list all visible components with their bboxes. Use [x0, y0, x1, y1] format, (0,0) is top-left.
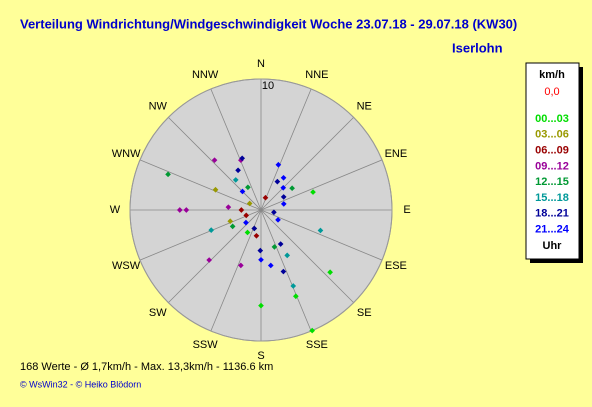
wind-point — [284, 252, 291, 259]
wind-point — [271, 209, 277, 216]
wind-point — [277, 241, 284, 247]
wind-point — [310, 189, 316, 195]
direction-label: NNE — [305, 69, 328, 81]
wind-point — [280, 174, 287, 181]
legend-entry: 03...06 — [535, 129, 569, 141]
chart-title: Verteilung Windrichtung/Windgeschwindigk… — [20, 16, 517, 31]
wind-point — [176, 207, 183, 213]
direction-label: S — [257, 350, 264, 362]
direction-label: N — [257, 58, 265, 70]
legend-calm: 0,0 — [544, 86, 559, 98]
direction-label: SSE — [306, 339, 328, 351]
spokes — [130, 79, 392, 341]
wind-point — [271, 244, 278, 250]
wind-point — [317, 227, 324, 234]
wind-point — [293, 293, 299, 300]
wind-point — [238, 262, 244, 269]
spoke — [260, 209, 312, 332]
direction-label: NNW — [192, 69, 219, 81]
wind-point — [257, 247, 264, 254]
spoke — [260, 159, 383, 211]
spoke — [210, 88, 262, 211]
wind-point — [165, 171, 171, 178]
wind-point — [229, 223, 236, 230]
legend-entry: 09...12 — [535, 160, 569, 172]
direction-label: SE — [357, 307, 372, 319]
wind-point — [289, 185, 295, 192]
direction-label: NE — [357, 101, 372, 113]
spoke — [260, 117, 354, 211]
spoke — [260, 209, 383, 261]
wind-point — [251, 225, 258, 232]
spoke — [168, 117, 262, 211]
wind-point — [258, 302, 264, 309]
wind-point — [267, 262, 274, 269]
wind-point — [275, 216, 281, 223]
wind-point — [206, 257, 212, 263]
spoke — [260, 209, 354, 303]
wind-point — [211, 157, 218, 164]
direction-label: W — [110, 204, 121, 216]
wind-point — [253, 232, 260, 239]
wind-point — [275, 161, 282, 168]
wind-point — [245, 184, 251, 191]
direction-label: SW — [149, 307, 167, 319]
wind-point — [239, 155, 246, 162]
direction-label: SSW — [193, 339, 219, 351]
wind-point — [212, 186, 219, 193]
grid-circle — [129, 78, 393, 342]
wind-point — [239, 188, 246, 195]
spoke — [168, 209, 262, 303]
legend-entry: 18...21 — [535, 208, 569, 220]
spoke — [139, 159, 262, 211]
wind-point — [309, 327, 316, 334]
spoke — [260, 88, 312, 211]
direction-label: ENE — [385, 148, 408, 160]
legend-footer: Uhr — [543, 240, 563, 252]
wind-point — [262, 194, 269, 201]
r-tick-label: 10 — [262, 80, 274, 92]
wind-point — [235, 167, 241, 174]
chart-subtitle: Iserlohn — [452, 40, 503, 55]
credits: © WsWin32 - © Heiko Blödorn — [20, 379, 141, 389]
wind-point — [280, 201, 287, 207]
legend-entry: 21...24 — [535, 224, 570, 236]
direction-label: E — [403, 204, 410, 216]
wind-point — [258, 256, 264, 263]
legend-entry: 15...18 — [535, 192, 569, 204]
wind-point — [238, 207, 245, 213]
wind-point — [243, 212, 250, 219]
wind-point — [274, 178, 281, 185]
wind-point — [280, 268, 287, 275]
wind-point — [227, 218, 234, 225]
wind-point — [243, 219, 249, 226]
wind-point — [280, 194, 287, 200]
wind-point — [280, 184, 287, 191]
legend-box — [525, 62, 580, 260]
wind-point — [232, 177, 239, 183]
wind-point — [290, 283, 297, 289]
wind-point — [246, 200, 253, 207]
spoke — [139, 209, 262, 261]
wind-point — [327, 269, 333, 276]
direction-label: WSW — [112, 260, 141, 272]
legend-entry: 12...15 — [535, 176, 569, 188]
wind-point — [208, 227, 215, 233]
direction-label: ESE — [385, 260, 407, 272]
legend-entry: 06...09 — [535, 145, 569, 157]
wind-point — [244, 229, 251, 236]
direction-label: NW — [149, 101, 168, 113]
wind-point — [183, 207, 190, 213]
spoke — [210, 209, 262, 332]
legend-unit: km/h — [539, 69, 565, 81]
summary: 168 Werte - Ø 1,7km/h - Max. 13,3km/h - … — [20, 361, 273, 373]
wind-point — [225, 204, 232, 210]
direction-label: WNW — [112, 148, 141, 160]
legend-entry: 00...03 — [535, 113, 569, 125]
